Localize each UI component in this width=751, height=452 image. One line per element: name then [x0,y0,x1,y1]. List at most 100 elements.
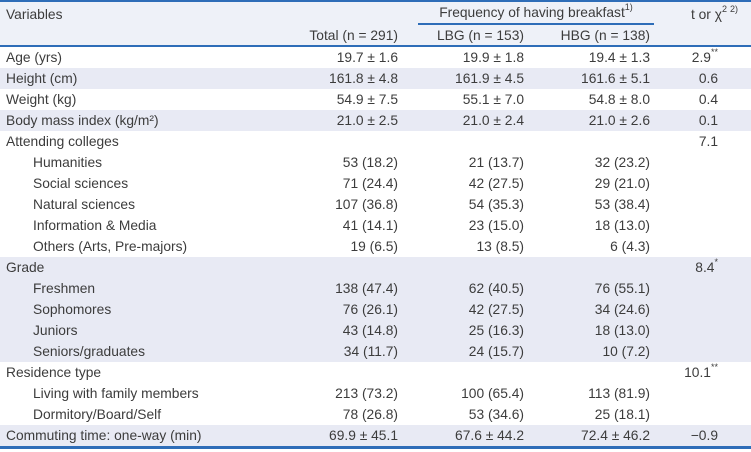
row-label: Body mass index (kg/m²) [6,113,159,128]
row-label: Weight (kg) [6,92,77,107]
row-label: Sophomores [33,302,112,317]
significance-asterisks: * [714,257,718,268]
cell-total: 53 (18.2) [342,155,398,170]
table-row: Commuting time: one-way (min) 69.9 ± 45.… [0,425,751,448]
cell-hbg: 53 (38.4) [594,197,650,212]
cell-hbg: 76 (55.1) [594,281,650,296]
table-row: Natural sciences 107 (36.8) 54 (35.3) 53… [0,194,751,215]
cell-hbg: 19.4 ± 1.3 [588,50,650,65]
cell-statistic: 7.1 [656,131,751,152]
cell-hbg: 21.0 ± 2.6 [588,113,650,128]
statistic-value: 0.6 [698,71,718,86]
row-label: Grade [6,260,45,275]
cell-hbg: 54.8 ± 8.0 [588,92,650,107]
table-row: Sophomores 76 (26.1) 42 (27.5) 34 (24.6) [0,299,751,320]
table-row: Living with family members 213 (73.2) 10… [0,383,751,404]
cell-total: 107 (36.8) [335,197,398,212]
cell-statistic: 8.4* [656,257,751,278]
header-spacer [288,1,404,25]
column-header-statistic: t or χ2 2) [656,1,751,46]
cell-total: 41 (14.1) [342,218,398,233]
cell-statistic [656,173,751,194]
cell-lbg: 67.6 ± 44.2 [455,428,524,443]
cell-hbg: 34 (24.6) [594,302,650,317]
cell-statistic [656,320,751,341]
cell-statistic: 10.1** [656,362,751,383]
header-row-group: Variables Frequency of having breakfast1… [0,1,751,25]
statistic-value: 2.9 [691,50,711,65]
statistic-value: −0.9 [690,428,718,443]
cell-lbg: 13 (8.5) [476,239,524,254]
table-row: Attending colleges 7.1 [0,131,751,152]
row-label: Juniors [33,323,78,338]
column-header-total: Total (n = 291) [309,28,398,43]
cell-statistic [656,236,751,257]
cell-total: 138 (47.4) [335,281,398,296]
cell-hbg: 32 (23.2) [594,155,650,170]
cell-statistic [656,278,751,299]
table-row: Seniors/graduates 34 (11.7) 24 (15.7) 10… [0,341,751,362]
table-row: Height (cm) 161.8 ± 4.8 161.9 ± 4.5 161.… [0,68,751,89]
cell-lbg: 62 (40.5) [468,281,524,296]
cell-hbg: 18 (13.0) [594,218,650,233]
cell-lbg: 21 (13.7) [468,155,524,170]
cell-total: 19.7 ± 1.6 [336,50,398,65]
cell-statistic [656,299,751,320]
cell-lbg [404,257,530,278]
cell-total [288,257,404,278]
cell-total: 76 (26.1) [342,302,398,317]
table-row: Body mass index (kg/m²) 21.0 ± 2.5 21.0 … [0,110,751,131]
cell-total: 43 (14.8) [342,323,398,338]
cell-total: 54.9 ± 7.5 [336,92,398,107]
cell-hbg: 113 (81.9) [588,386,650,401]
cell-lbg: 55.1 ± 7.0 [462,92,524,107]
row-label: Freshmen [33,281,96,296]
cell-hbg [530,362,656,383]
statistic-value: 10.1 [684,365,711,380]
table-row: Dormitory/Board/Self 78 (26.8) 53 (34.6)… [0,404,751,425]
row-label: Residence type [6,365,102,380]
cell-hbg [530,131,656,152]
significance-asterisks: ** [710,47,718,58]
cell-total: 71 (24.4) [342,176,398,191]
row-label: Height (cm) [6,71,78,86]
cell-lbg [404,362,530,383]
cell-hbg: 161.6 ± 5.1 [581,71,650,86]
cell-lbg: 21.0 ± 2.4 [462,113,524,128]
table-row: Humanities 53 (18.2) 21 (13.7) 32 (23.2) [0,152,751,173]
row-label: Age (yrs) [6,50,62,65]
cell-statistic: 0.4 [656,89,751,110]
cell-statistic [656,404,751,425]
statistic-label-text: t or χ [690,7,722,22]
cell-statistic: 0.6 [656,68,751,89]
statistic-value: 0.4 [698,92,718,107]
cell-lbg: 100 (65.4) [461,386,524,401]
cell-lbg: 53 (34.6) [468,407,524,422]
table-row: Grade 8.4* [0,257,751,278]
cell-lbg: 42 (27.5) [468,302,524,317]
cell-statistic: 2.9** [656,46,751,68]
table-header: Variables Frequency of having breakfast1… [0,1,751,46]
cell-total: 21.0 ± 2.5 [336,113,398,128]
column-group-frequency: Frequency of having breakfast1) [404,1,656,25]
significance-asterisks: ** [710,362,718,373]
frequency-group-label: Frequency of having breakfast1) [418,2,654,25]
cell-hbg: 18 (13.0) [594,323,650,338]
cell-hbg: 6 (4.3) [610,239,650,254]
cell-statistic [656,215,751,236]
cell-hbg: 29 (21.0) [594,176,650,191]
row-label: Attending colleges [6,134,119,149]
table-row: Age (yrs) 19.7 ± 1.6 19.9 ± 1.8 19.4 ± 1… [0,46,751,68]
cell-hbg [530,257,656,278]
chi-square-exponent: 2 [721,4,727,15]
row-label: Natural sciences [33,197,135,212]
cell-statistic [656,383,751,404]
cell-lbg: 161.9 ± 4.5 [455,71,524,86]
cell-total [288,131,404,152]
cell-statistic [656,194,751,215]
table-row: Weight (kg) 54.9 ± 7.5 55.1 ± 7.0 54.8 ±… [0,89,751,110]
cell-statistic: −0.9 [656,425,751,448]
table-body: Age (yrs) 19.7 ± 1.6 19.9 ± 1.8 19.4 ± 1… [0,46,751,448]
cell-total: 78 (26.8) [342,407,398,422]
statistic-value: 8.4 [695,260,715,275]
